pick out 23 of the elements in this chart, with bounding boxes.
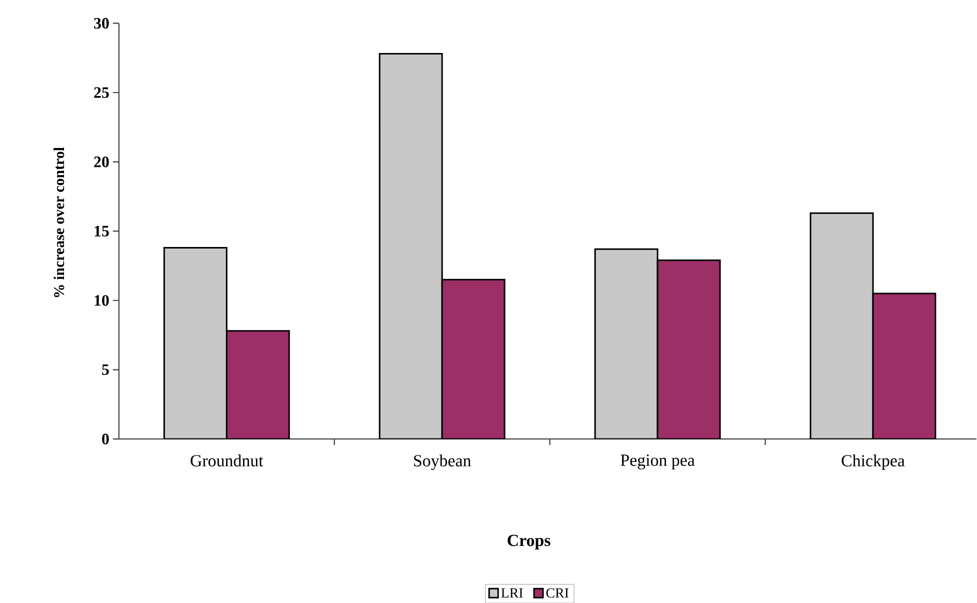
y-tick-label: 10 bbox=[94, 294, 109, 306]
bar bbox=[226, 330, 290, 439]
x-tick-label: Groundnut bbox=[190, 454, 264, 466]
y-tick-label: 15 bbox=[94, 226, 109, 236]
x-axis-title: Crops bbox=[508, 534, 550, 550]
bar bbox=[872, 292, 936, 439]
y-tick-label: 5 bbox=[102, 364, 109, 375]
y-tick-label: 20 bbox=[94, 156, 109, 168]
bar bbox=[163, 246, 228, 439]
legend-label: CRI bbox=[546, 588, 569, 598]
y-tick-label: 30 bbox=[94, 18, 109, 29]
x-tick-label: Pegion pea bbox=[620, 454, 695, 470]
bar bbox=[810, 212, 874, 439]
bar bbox=[441, 278, 506, 439]
y-axis-title: % increase over control bbox=[54, 147, 64, 298]
bar bbox=[378, 52, 443, 439]
bar bbox=[594, 248, 658, 439]
y-tick-label: 0 bbox=[102, 434, 109, 444]
y-tick-label: 25 bbox=[94, 87, 109, 98]
bar bbox=[656, 259, 721, 439]
x-tick-label: Chickpea bbox=[842, 454, 905, 470]
x-tick-label: Soybean bbox=[414, 454, 471, 470]
legend-label: LRI bbox=[501, 588, 523, 598]
